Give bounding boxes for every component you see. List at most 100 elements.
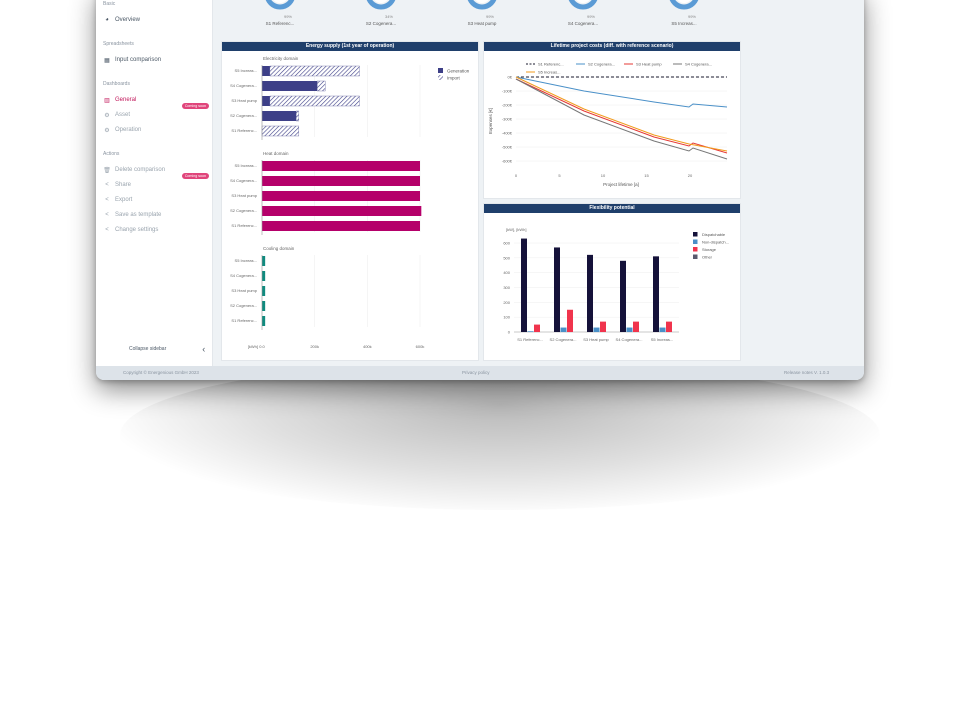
bar-generation xyxy=(262,111,297,121)
y-axis-label: Expenses [€] xyxy=(488,108,493,134)
bar-dispatchable xyxy=(653,256,659,332)
bar-import xyxy=(269,65,360,77)
bar-generation xyxy=(262,256,266,266)
category-label: S5 Increas... xyxy=(235,258,257,263)
donut-percent: 99% xyxy=(486,14,494,19)
bar-dispatchable xyxy=(620,260,626,332)
legend-label: Storage xyxy=(702,247,717,252)
footer: Copyright © Energenious GmbH 2023 Privac… xyxy=(96,366,864,380)
section-spreadsheets: Spreadsheets xyxy=(103,41,134,47)
bar-non-dispatchable xyxy=(527,331,534,332)
bar-storage xyxy=(666,321,672,332)
x-tick-label: S1 Referenc... xyxy=(517,337,543,342)
donut-percent: 99% xyxy=(587,14,595,19)
bar-import xyxy=(317,80,326,92)
x-axis-label: Project lifetime [a] xyxy=(603,182,639,187)
category-label: S3 Heat pump xyxy=(231,193,257,198)
donut-hole xyxy=(576,0,590,3)
category-label: S4 Cogenera... xyxy=(230,273,257,278)
category-label: S5 Increas... xyxy=(235,68,257,73)
bar-generation xyxy=(262,286,266,296)
chevron-left-icon: ‹ xyxy=(202,344,206,354)
sidebar-item-label: General xyxy=(115,97,137,103)
bar-generation xyxy=(262,176,420,186)
card-title: Lifetime project costs (diff. with refer… xyxy=(484,42,740,51)
section-dashboards: Dashboards xyxy=(103,81,130,87)
collapse-label: Collapse sidebar xyxy=(129,346,167,352)
lifetime-costs-chart: S1 Referenc... S2 Cogenera... S3 Heat pump… xyxy=(488,62,728,187)
sidebar-item-asset[interactable]: ⚙ Asset Coming soon xyxy=(103,103,211,121)
sidebar-item-save-as-template[interactable]: < Save as template xyxy=(103,209,211,221)
category-label: S4 Cogenera... xyxy=(230,178,257,183)
coming-soon-badge: Coming soon xyxy=(181,103,209,109)
card-title: Energy supply (1st year of operation) xyxy=(222,42,478,51)
bar-non-dispatchable xyxy=(593,327,600,332)
category-label: S2 Cogenera... xyxy=(230,303,257,308)
bar-generation xyxy=(262,66,270,76)
donut-label: S1 Referenc... xyxy=(266,21,295,26)
y-tick-label: 400 xyxy=(503,270,510,275)
bar-dispatchable xyxy=(587,254,593,332)
window-shadow xyxy=(120,360,880,510)
bar-generation xyxy=(262,206,422,216)
domain-group: Heat domain S5 Increas... S4 Cogenera... S3… xyxy=(230,151,422,235)
donut-hole xyxy=(273,0,287,3)
legend-label: Dispatchable xyxy=(702,232,726,237)
sidebar-item-delete-comparison[interactable]: 🗑 Delete comparison xyxy=(103,164,211,176)
sidebar-item-share[interactable]: < Share Coming soon xyxy=(103,173,211,191)
bar-import xyxy=(269,95,360,107)
donut-row: 99% S1 Referenc... 34% S2 Cogenera... 99% S3 … xyxy=(265,0,699,26)
bar-storage xyxy=(600,321,606,332)
donut-hole xyxy=(677,0,691,3)
x-tick-label: S3 Heat pump xyxy=(583,337,609,342)
donut-ring xyxy=(265,0,295,10)
bar-generation xyxy=(262,301,266,311)
category-label: S2 Cogenera... xyxy=(230,113,257,118)
donut-item: 99% S4 Cogenera... xyxy=(568,0,598,26)
donut-item: 34% S2 Cogenera... xyxy=(366,0,396,26)
domain-title: Heat domain xyxy=(263,151,289,156)
y-tick-label: 300 xyxy=(503,285,510,290)
energy-supply-chart: Generation Import Electricity domain S5 Inc… xyxy=(230,56,470,349)
y-tick-label: -300€ xyxy=(502,117,513,122)
legend-swatch xyxy=(693,254,698,259)
y-tick-label: 0 xyxy=(508,330,511,335)
donut-label: S2 Cogenera... xyxy=(366,21,396,26)
x-tick-label: 20 xyxy=(688,173,693,178)
legend-label: S1 Referenc... xyxy=(538,62,564,67)
donut-item: 99% S3 Heat pump xyxy=(468,0,497,26)
bar-generation xyxy=(262,221,420,231)
legend-label-generation: Generation xyxy=(447,69,470,74)
sidebar-item-change-settings[interactable]: < Change settings xyxy=(103,224,211,236)
pie-icon: ◕ xyxy=(105,17,109,23)
sidebar-item-export[interactable]: < Export xyxy=(103,194,211,206)
collapse-sidebar-button[interactable]: Collapse sidebar ‹ xyxy=(129,344,205,354)
y-unit: [kW], [kWh] xyxy=(506,227,526,232)
donut-label: S5 Increas... xyxy=(671,21,696,26)
privacy-policy-link[interactable]: Privacy policy xyxy=(462,370,490,375)
energy-supply-card: Energy supply (1st year of operation) Ge… xyxy=(221,41,479,361)
app-window: Basic ◕ Overview Spreadsheets ▦ Input co… xyxy=(96,0,864,380)
legend-swatch xyxy=(693,247,698,252)
table-icon: ▦ xyxy=(104,57,110,64)
coming-soon-badge: Coming soon xyxy=(181,173,209,179)
sidebar-item-operation[interactable]: ⚙ Operation xyxy=(103,124,211,136)
sidebar-item-label: Export xyxy=(115,197,133,203)
y-tick-label: 200 xyxy=(503,300,510,305)
sidebar-item-general[interactable]: ▥ General xyxy=(103,94,211,106)
sidebar-item-overview[interactable]: ◕ Overview xyxy=(103,14,211,26)
donut-ring xyxy=(568,0,598,10)
category-label: S3 Heat pump xyxy=(231,288,257,293)
trash-icon: 🗑 xyxy=(103,167,111,174)
series-line xyxy=(515,78,728,154)
legend-label: S2 Cogenera... xyxy=(588,62,615,67)
donut-hole xyxy=(475,0,489,3)
legend-label-import: Import xyxy=(447,76,461,81)
card-title: Flexibility potential xyxy=(484,204,740,213)
sidebar-item-label: Overview xyxy=(115,17,141,23)
sidebar-item-input-comparison[interactable]: ▦ Input comparison xyxy=(103,54,211,66)
release-notes-link[interactable]: Release notes V. 1.0.3 xyxy=(784,370,830,375)
legend-swatch xyxy=(693,239,698,244)
bar-import xyxy=(261,125,300,137)
category-label: S3 Heat pump xyxy=(231,98,257,103)
